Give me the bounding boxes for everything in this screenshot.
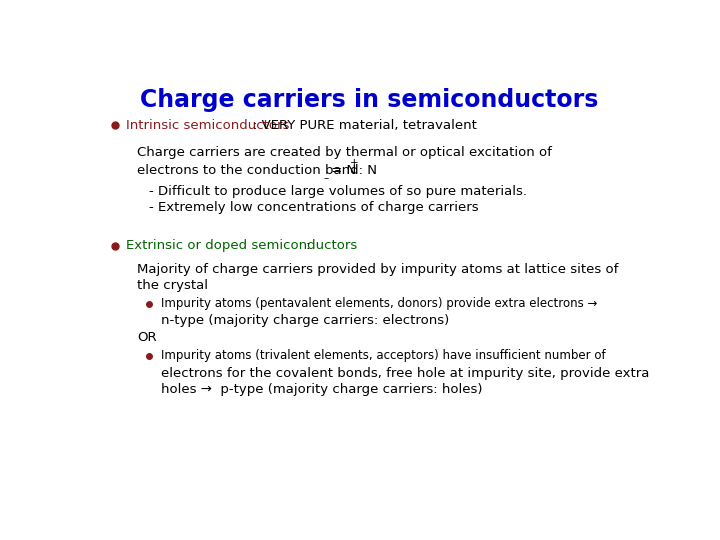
Text: the crystal: the crystal	[138, 279, 208, 292]
Text: +: +	[350, 158, 359, 168]
Text: n-type (majority charge carriers: electrons): n-type (majority charge carriers: electr…	[161, 314, 450, 327]
Text: electrons to the conduction band: N: electrons to the conduction band: N	[138, 164, 377, 177]
Text: :: :	[305, 239, 310, 252]
Text: Intrinsic semiconductors: Intrinsic semiconductors	[126, 119, 289, 132]
Text: Extrinsic or doped semiconductors: Extrinsic or doped semiconductors	[126, 239, 358, 252]
Text: –: –	[323, 173, 328, 183]
Text: electrons for the covalent bonds, free hole at impurity site, provide extra: electrons for the covalent bonds, free h…	[161, 367, 649, 380]
Text: Impurity atoms (pentavalent elements, donors) provide extra electrons →: Impurity atoms (pentavalent elements, do…	[161, 298, 598, 310]
Text: - Difficult to produce large volumes of so pure materials.: - Difficult to produce large volumes of …	[148, 185, 526, 198]
Text: : VERY PURE material, tetravalent: : VERY PURE material, tetravalent	[253, 119, 477, 132]
Text: = N: = N	[328, 164, 356, 177]
Text: Charge carriers are created by thermal or optical excitation of: Charge carriers are created by thermal o…	[138, 146, 552, 159]
Text: - Extremely low concentrations of charge carriers: - Extremely low concentrations of charge…	[148, 200, 478, 213]
Text: Impurity atoms (trivalent elements, acceptors) have insufficient number of: Impurity atoms (trivalent elements, acce…	[161, 349, 606, 362]
Text: Majority of charge carriers provided by impurity atoms at lattice sites of: Majority of charge carriers provided by …	[138, 263, 618, 276]
Text: Charge carriers in semiconductors: Charge carriers in semiconductors	[140, 87, 598, 112]
Text: holes →  p-type (majority charge carriers: holes): holes → p-type (majority charge carriers…	[161, 383, 483, 396]
Text: OR: OR	[138, 330, 157, 343]
